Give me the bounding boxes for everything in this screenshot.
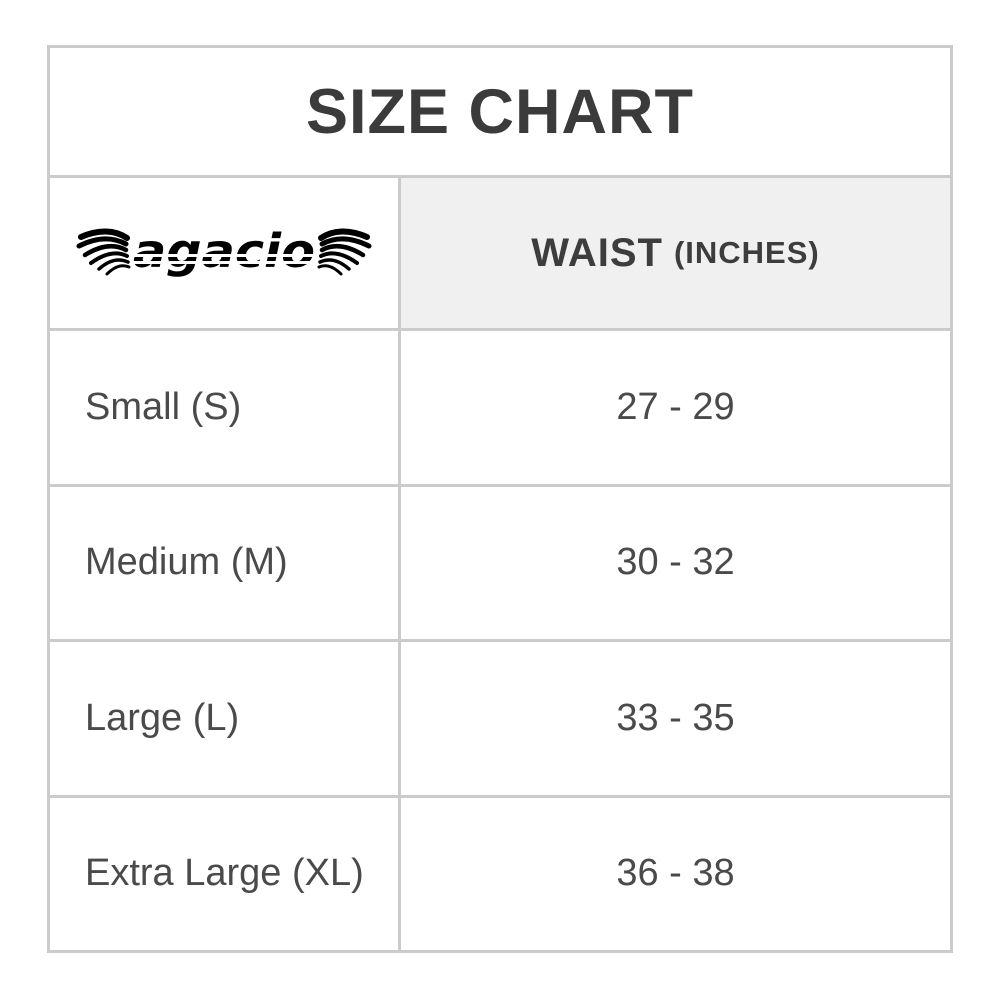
- header-row: agacio WAIST (INCHES): [50, 175, 950, 328]
- waist-header-unit: (INCHES): [673, 235, 820, 270]
- table-row-extra-large: Extra Large (XL) 36 - 38: [50, 794, 950, 951]
- size-cell: Small (S): [50, 331, 401, 484]
- waist-header-label: WAIST: [531, 230, 663, 275]
- waist-cell: 33 - 35: [401, 642, 950, 795]
- title-row: SIZE CHART: [50, 48, 950, 175]
- size-cell: Large (L): [50, 642, 401, 795]
- size-cell: Extra Large (XL): [50, 797, 401, 950]
- waist-value: 33 - 35: [616, 696, 735, 739]
- waist-cell: 30 - 32: [401, 487, 950, 640]
- logo-slit-decoration: [131, 261, 317, 264]
- size-cell: Medium (M): [50, 486, 401, 639]
- table-row-medium: Medium (M) 30 - 32: [50, 483, 950, 640]
- size-label: Large (L): [85, 696, 240, 739]
- size-chart-table: SIZE CHART: [47, 45, 953, 953]
- agacio-logo-icon: agacio: [76, 224, 372, 278]
- waist-value: 36 - 38: [616, 852, 735, 895]
- table-row-small: Small (S) 27 - 29: [50, 328, 950, 484]
- waist-value: 27 - 29: [616, 385, 735, 428]
- waist-cell: 27 - 29: [401, 331, 950, 484]
- brand-logo-cell: agacio: [50, 178, 401, 328]
- size-label: Small (S): [85, 385, 242, 428]
- size-label: Extra Large (XL): [85, 852, 364, 895]
- waist-value: 30 - 32: [616, 541, 735, 584]
- logo-left-wing-icon: [76, 228, 131, 276]
- logo-wordmark: agacio: [133, 224, 315, 278]
- size-label: Medium (M): [85, 541, 288, 584]
- waist-cell: 36 - 38: [401, 798, 950, 951]
- table-row-large: Large (L) 33 - 35: [50, 639, 950, 795]
- waist-column-header: WAIST (INCHES): [401, 178, 950, 328]
- logo-slit-decoration: [131, 254, 317, 257]
- logo-right-wing-icon: [317, 228, 372, 276]
- page-title: SIZE CHART: [306, 76, 694, 147]
